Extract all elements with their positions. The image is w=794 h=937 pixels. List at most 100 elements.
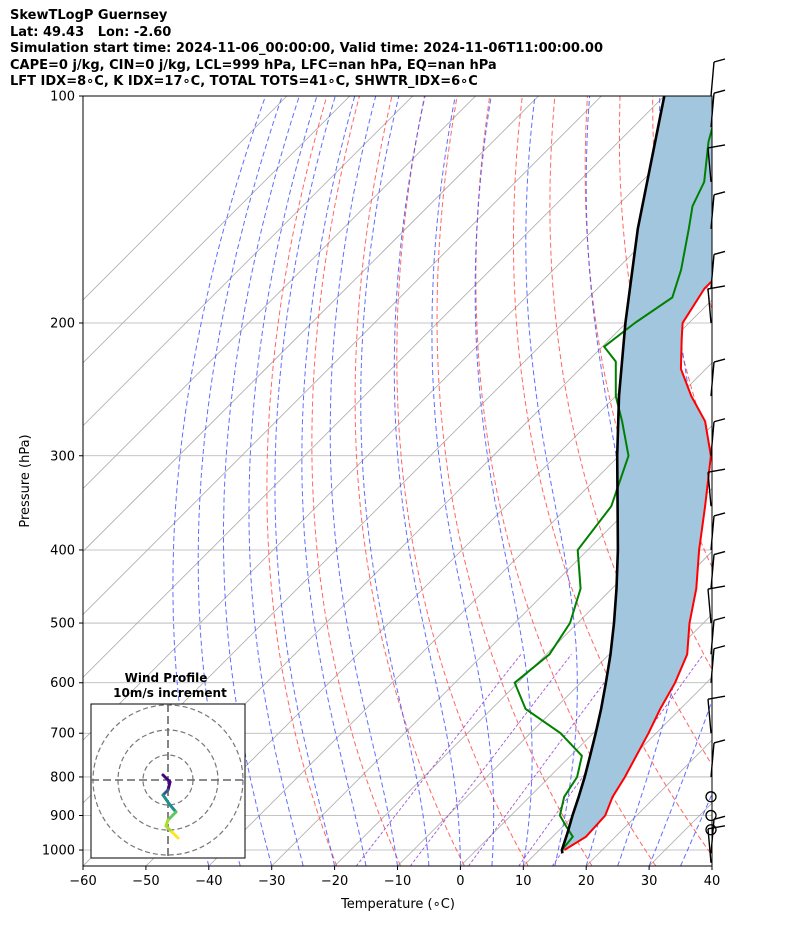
moist-adiabat-line (680, 792, 712, 866)
chart-title: SkewTLogP Guernsey (10, 8, 168, 23)
wind-barb-staff (710, 61, 715, 97)
x-tick-label: −10 (384, 874, 411, 889)
axes: −60 −50 −40 −30 −20 −10 0 10 20 30 40 100 200 300 400 5… (42, 90, 720, 890)
wind-barb-staff (710, 515, 715, 551)
chart-header: SkewTLogP Guernsey Lat: 49.43 Lon: -2.60… (10, 8, 603, 91)
inset-subtitle: 10m/s increment (113, 686, 227, 700)
wind-barb-staff (710, 254, 715, 289)
wind-barb-flag (713, 645, 726, 650)
isotherm-line (334, 488, 712, 866)
isotherm-line (523, 676, 712, 866)
moist-adiabat-line (223, 96, 300, 866)
dry-adiabat-line (750, 96, 794, 866)
isotherm-line (460, 613, 712, 866)
y-tick-label: 400 (50, 543, 75, 558)
wind-barb-staff (710, 620, 715, 655)
isotherm-line (83, 96, 665, 678)
hodograph-segment (166, 810, 178, 822)
wind-barb-flag (713, 58, 726, 63)
isotherm-line (83, 96, 476, 490)
wind-barb-flag (707, 695, 726, 700)
wind-barb-flag (713, 815, 726, 820)
moist-adiabat-line (329, 96, 398, 866)
y-tick-label: 600 (50, 676, 75, 691)
y-tick-label: 300 (50, 449, 75, 464)
moist-adiabat-line (775, 96, 794, 866)
x-tick-label: 30 (641, 874, 658, 889)
isotherm-line (271, 425, 712, 866)
mixing-ratio-line (355, 654, 522, 866)
wind-profile-inset: Wind Profile 10m/s increment (90, 671, 246, 859)
hodograph-segment (170, 830, 180, 840)
moist-adiabat-line (617, 96, 699, 866)
hodograph-segment (168, 803, 178, 814)
moist-adiabat-line (360, 96, 430, 866)
dewpoint-line (513, 125, 712, 851)
wind-barb-flag (713, 358, 726, 363)
y-tick-label: 100 (50, 90, 75, 105)
parcel-line (560, 96, 666, 854)
wind-barb-flag (707, 144, 726, 149)
dry-adiabat-line (396, 96, 529, 866)
wind-barb-flag (707, 468, 726, 473)
x-tick-label: −60 (69, 874, 96, 889)
moist-adiabat-line (525, 96, 578, 866)
dry-adiabat-line (436, 96, 593, 866)
calm-wind-circle (705, 824, 717, 836)
isotherm-line (397, 550, 712, 866)
y-tick-label: 1000 (42, 844, 75, 859)
wind-barb-staff (710, 648, 715, 683)
x-tick-label: −40 (195, 874, 222, 889)
inset-hodograph (91, 704, 245, 858)
dry-adiabat-line (783, 96, 794, 866)
index-line: LFT IDX=8∘C, K IDX=17∘C, TOTAL TOTS=41∘C… (10, 74, 478, 89)
x-tick-label: 10 (515, 874, 532, 889)
x-tick-label: −50 (132, 874, 159, 889)
temperature-line (563, 279, 712, 851)
inset-title: Wind Profile (125, 671, 208, 685)
time-line: Simulation start time: 2024-11-06_00:00:… (10, 41, 603, 56)
isotherm-line (83, 96, 288, 301)
wind-barb-staff (710, 421, 715, 456)
isotherm-line (83, 96, 602, 615)
wind-barb-staff (707, 288, 712, 324)
wind-barb-staff (707, 588, 712, 624)
location-line: Lat: 49.43 Lon: -2.60 (10, 24, 172, 40)
moist-adiabat-line (197, 96, 283, 866)
wind-barb-flag (713, 512, 726, 517)
wind-barb-flag (707, 825, 726, 830)
x-axis-label: Temperature (∘C) (340, 897, 455, 912)
y-tick-label: 900 (50, 809, 75, 824)
hodograph-segment (161, 793, 172, 807)
wind-barb-flag (713, 191, 726, 196)
moist-adiabat-line (393, 96, 461, 866)
cape-shaded-area (561, 96, 712, 854)
cape-line: CAPE=0 j/kg, CIN=0 j/kg, LCL=999 hPa, LF… (10, 57, 497, 73)
moist-adiabat-line (274, 96, 336, 866)
wind-barb-staff (710, 361, 715, 397)
moist-adiabat-line (744, 96, 794, 866)
wind-barb-flag (713, 250, 726, 256)
y-tick-label: 800 (50, 770, 75, 785)
wind-barb-staff (707, 147, 712, 182)
isotherm-line (83, 110, 712, 741)
isotherm-line (711, 865, 712, 866)
dry-adiabat-line (513, 96, 712, 857)
dry-adiabat-line (718, 96, 794, 866)
wind-barb-staff (710, 742, 715, 778)
moist-adiabat-line (431, 96, 495, 866)
y-tick-label: 500 (50, 617, 75, 632)
x-tick-label: 20 (578, 874, 595, 889)
wind-barb-staff (707, 699, 712, 734)
x-tick-label: −30 (258, 874, 285, 889)
moist-adiabat-line (248, 96, 318, 866)
wind-barb-flag (713, 550, 726, 556)
wind-barb-flag (707, 585, 726, 590)
y-tick-label: 200 (50, 316, 75, 331)
profiles (513, 96, 712, 854)
dry-adiabat-line (584, 96, 712, 671)
x-tick-label: 40 (704, 874, 721, 889)
moist-adiabat-line (711, 864, 712, 866)
dry-adiabat-line (266, 96, 338, 866)
